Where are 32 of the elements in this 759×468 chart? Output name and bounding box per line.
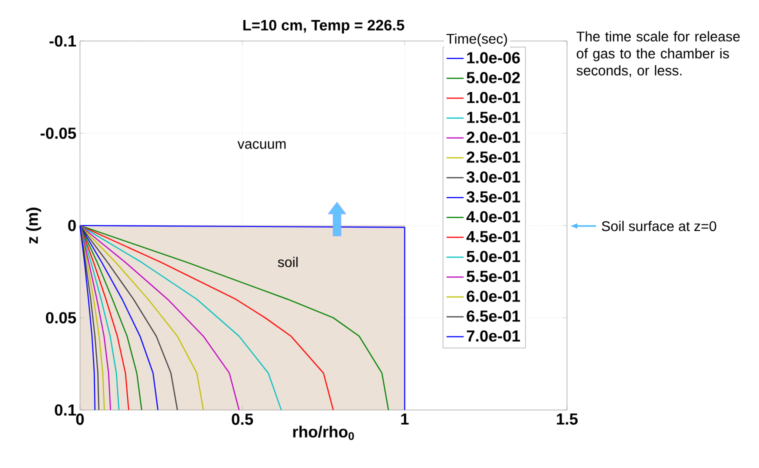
legend-label: 6.0e-01	[466, 290, 520, 302]
legend-label: 4.0e-01	[466, 211, 520, 222]
x-tick-label: 0.5	[232, 414, 254, 425]
y-tick-label: 0.1	[54, 404, 76, 416]
annotation: soil	[278, 256, 298, 268]
text: The time scale for release of gas to the chamber is seconds, or less.	[576, 31, 740, 78]
y-tick-label: 0.05	[46, 312, 76, 324]
x-tick-label: 1	[401, 414, 409, 425]
y-tick-label: -0.05	[40, 128, 76, 139]
y-axis-title: z (m)	[26, 208, 42, 244]
x-tick-label: 1.5	[556, 414, 578, 425]
legend-label: 2.5e-01	[466, 151, 520, 163]
y-tick-label: 0	[68, 220, 76, 232]
y-tick-label: -0.1	[50, 35, 76, 47]
legend-label: 6.5e-01	[466, 310, 520, 322]
legend-label: 1.0e-01	[467, 92, 520, 104]
legend-label: 5.0e-02	[466, 72, 520, 84]
legend-label: 3.5e-01	[466, 191, 520, 203]
annotation: vacuum	[238, 141, 286, 149]
chart-title: L=10 cm, Temp = 226.5	[243, 20, 404, 34]
legend-label: 1.5e-01	[467, 112, 520, 124]
x-tick-label: 0	[76, 414, 84, 425]
legend-title: Time(sec)	[446, 33, 507, 47]
legend-label: 1.0e-06	[467, 52, 520, 64]
text: Soil surface at z=0	[602, 220, 716, 232]
legend-label: 5.0e-01	[466, 250, 520, 262]
x-axis-title: rho/rho$_{0}$	[293, 426, 354, 440]
legend-label: 4.5e-01	[466, 230, 520, 242]
legend-label: 7.0e-01	[466, 330, 520, 342]
legend-label: 3.0e-01	[466, 171, 520, 183]
legend-label: 2.0e-01	[466, 132, 520, 143]
legend-label: 5.5e-01	[466, 270, 520, 282]
